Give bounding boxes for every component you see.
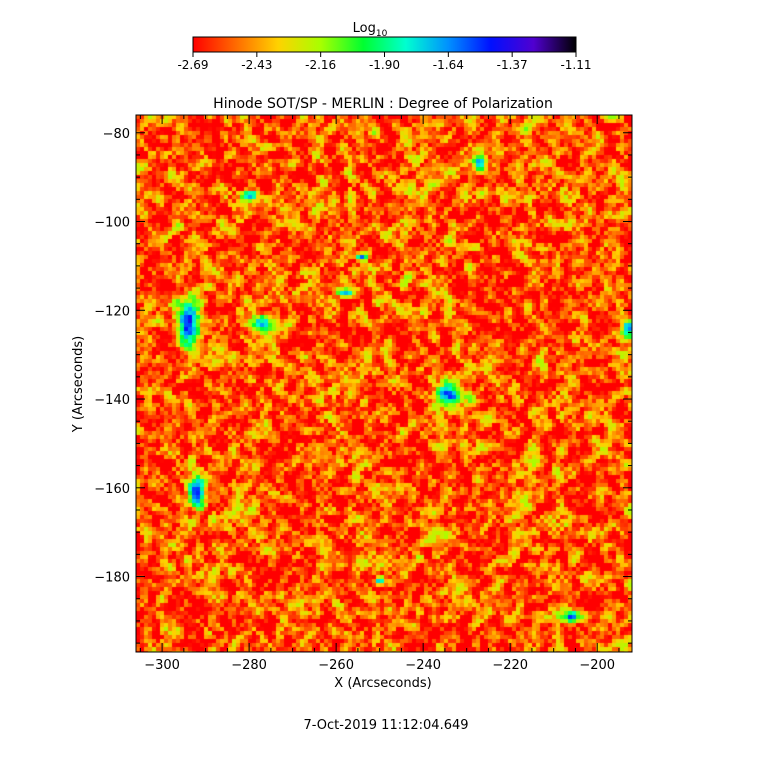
colorbar-tick-label: -1.11: [560, 58, 591, 72]
y-tick-label: −120: [94, 304, 130, 319]
colorbar-tick-label: -1.37: [497, 58, 528, 72]
colorbar-ticks: -2.69 -2.43 -2.16 -1.90 -1.64 -1.37 -1.11: [177, 52, 592, 72]
colorbar-tick-label: -1.64: [433, 58, 464, 72]
x-tick-label: −260: [318, 658, 354, 673]
x-tick-label: −200: [579, 658, 615, 673]
x-axis-label: X (Arcseconds): [334, 676, 431, 691]
footer-timestamp: 7-Oct-2019 11:12:04.649: [303, 718, 468, 733]
y-axis-label: Y (Arcseconds): [71, 336, 86, 433]
plot-frame: [135, 114, 633, 653]
colorbar-tick-label: -2.43: [241, 58, 272, 72]
y-tick-label: −160: [94, 482, 130, 497]
colorbar-label: Log10: [353, 21, 388, 39]
colorbar-tick-label: -2.69: [177, 58, 208, 72]
x-axis-ticks: −300 −280 −260 −240 −220 −200: [139, 115, 620, 673]
y-tick-label: −80: [103, 127, 130, 142]
plot-area: −300 −280 −260 −240 −220 −200 −80 −100 −120 −140…: [94, 114, 633, 673]
x-tick-label: −220: [492, 658, 528, 673]
y-tick-label: −180: [94, 571, 130, 586]
x-tick-label: −240: [405, 658, 441, 673]
chart-title: Hinode SOT/SP - MERLIN : Degree of Polar…: [213, 96, 553, 112]
y-tick-label: −140: [94, 393, 130, 408]
colorbar-tick-label: -1.90: [369, 58, 400, 72]
x-tick-label: −300: [144, 658, 180, 673]
colorbar-gradient: [192, 36, 577, 53]
polarization-heatmap: [136, 115, 632, 652]
y-tick-label: −100: [94, 216, 130, 231]
colorbar: Log10 -2.69 -2.43 -2.16 -1.90 -1.64 -1.37 -1.1…: [177, 21, 591, 72]
y-axis-ticks: −80 −100 −120 −140 −160 −180: [94, 127, 632, 644]
colorbar-tick-label: -2.16: [305, 58, 336, 72]
x-tick-label: −280: [231, 658, 267, 673]
